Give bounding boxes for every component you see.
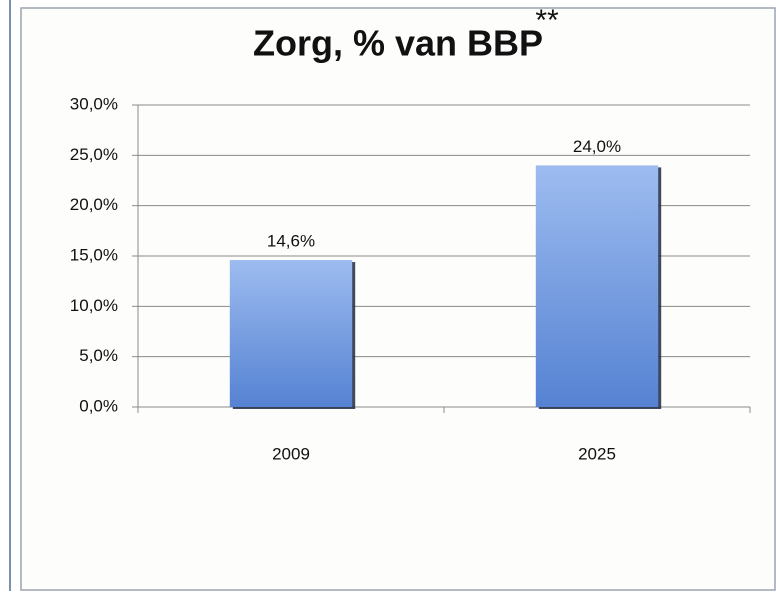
- y-tick-label: 15,0%: [70, 245, 118, 264]
- bar: [535, 165, 659, 407]
- y-tick-label: 30,0%: [70, 94, 118, 113]
- title-note: **: [535, 4, 559, 37]
- bar: [229, 260, 353, 407]
- x-tick-label: 2025: [578, 444, 616, 463]
- y-tick-label: 20,0%: [70, 195, 118, 214]
- y-tick-label: 5,0%: [79, 346, 118, 365]
- y-tick-label: 10,0%: [70, 296, 118, 315]
- y-tick-label: 0,0%: [79, 396, 118, 415]
- chart-title: Zorg, % van BBP: [253, 23, 543, 64]
- y-tick-label: 25,0%: [70, 145, 118, 164]
- chart-frame: [20, 7, 776, 591]
- x-tick-label: 2009: [272, 444, 310, 463]
- data-label: 14,6%: [267, 232, 315, 251]
- data-label: 24,0%: [573, 137, 621, 156]
